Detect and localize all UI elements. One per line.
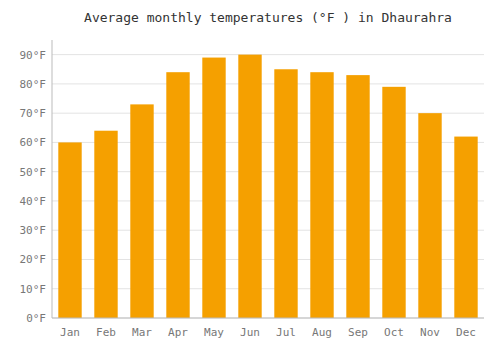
grid	[52, 55, 484, 318]
y-tick-label: 50°F	[20, 166, 47, 179]
x-tick-label: Nov	[420, 326, 440, 339]
x-tick-label: Sep	[348, 326, 368, 339]
y-axis-line	[52, 40, 53, 318]
bar	[274, 69, 297, 318]
x-tick-label: Mar	[132, 326, 152, 339]
x-tick-label: Oct	[384, 326, 404, 339]
x-tick-label: Jul	[276, 326, 296, 339]
x-tick-label: Dec	[456, 326, 476, 339]
bar	[454, 137, 477, 318]
bar	[166, 72, 189, 318]
x-tick-label: Aug	[312, 326, 332, 339]
bar	[202, 58, 225, 318]
y-tick-label: 10°F	[20, 283, 47, 296]
grid-line	[52, 83, 484, 84]
x-tick-label: Feb	[96, 326, 116, 339]
y-tick-label: 70°F	[20, 107, 47, 120]
grid-line	[52, 54, 484, 55]
x-axis-line	[52, 318, 484, 319]
chart: Average monthly temperatures (°F ) in Dh…	[0, 0, 500, 350]
x-tick-label: Apr	[168, 326, 188, 339]
bar	[58, 142, 81, 318]
x-tick-label: Jun	[240, 326, 260, 339]
y-tick-label: 20°F	[20, 253, 47, 266]
bar	[238, 55, 261, 318]
bar	[130, 104, 153, 318]
y-tick-label: 40°F	[20, 195, 47, 208]
y-tick-label: 90°F	[20, 49, 47, 62]
bar	[382, 87, 405, 318]
y-tick-label: 60°F	[20, 136, 47, 149]
y-tick-label: 0°F	[26, 312, 46, 325]
bars	[58, 55, 477, 318]
y-tick-label: 80°F	[20, 78, 47, 91]
title: Average monthly temperatures (°F ) in Dh…	[84, 10, 452, 25]
x-tick-label: Jan	[60, 326, 80, 339]
bar	[310, 72, 333, 318]
bar	[94, 131, 117, 318]
grid-line	[52, 318, 484, 319]
bar	[346, 75, 369, 318]
bar	[418, 113, 441, 318]
y-tick-label: 30°F	[20, 224, 47, 237]
x-tick-label: May	[204, 326, 224, 339]
chart-container: Average monthly temperatures (°F ) in Dh…	[0, 0, 500, 350]
